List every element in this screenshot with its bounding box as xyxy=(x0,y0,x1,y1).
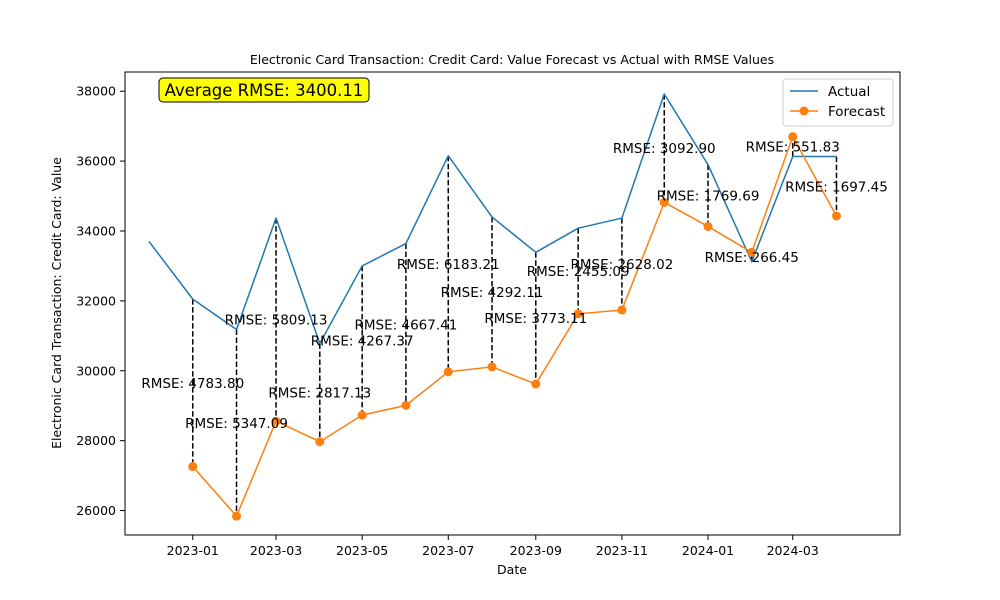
rmse-label-2: RMSE: 5347.09 xyxy=(185,416,288,432)
legend-forecast-marker xyxy=(799,106,809,116)
forecast-point-9 xyxy=(531,379,541,389)
plot-frame xyxy=(124,71,901,536)
forecast-point-2 xyxy=(232,511,242,521)
legend-actual-label: Actual xyxy=(828,84,870,100)
rmse-label-7: RMSE: 6183.21 xyxy=(397,257,500,273)
rmse-label-14: RMSE: 266.45 xyxy=(705,250,799,266)
forecast-point-10 xyxy=(573,309,583,319)
y-axis-label: Electronic Card Transaction: Credit Card… xyxy=(49,157,64,449)
forecast-point-5 xyxy=(357,410,367,420)
y-tick-label-6: 36000 xyxy=(76,154,116,169)
forecast-point-13 xyxy=(703,221,713,231)
rmse-label-4: RMSE: 2817.13 xyxy=(268,386,371,402)
y-tick-label-3: 30000 xyxy=(76,363,116,378)
legend-forecast-label: Forecast xyxy=(828,104,885,120)
rmse-label-6: RMSE: 4667.41 xyxy=(355,317,458,333)
rmse-label-5: RMSE: 4267.37 xyxy=(311,334,414,350)
rmse-label-3: RMSE: 5809.13 xyxy=(225,313,328,329)
y-tick-label-4: 32000 xyxy=(76,293,116,308)
rmse-label-12: RMSE: 3092.90 xyxy=(613,141,716,157)
y-tick-label-5: 34000 xyxy=(76,223,116,238)
forecast-point-6 xyxy=(401,400,411,410)
x-tick-label-1: 2023-01 xyxy=(167,543,219,558)
x-axis: 2023-01 2023-03 2023-05 2023-07 2023-09 2023-… xyxy=(167,535,819,558)
forecast-point-4 xyxy=(315,437,325,447)
x-axis-label: Date xyxy=(497,562,527,577)
forecast-point-16 xyxy=(831,211,841,221)
rmse-label-10: RMSE: 2455.09 xyxy=(527,264,630,280)
series-line-actual xyxy=(148,93,837,345)
forecast-point-12 xyxy=(659,197,669,207)
x-tick-label-7: 2024-01 xyxy=(682,543,734,558)
y-tick-label-7: 38000 xyxy=(76,84,116,99)
series-line-forecast xyxy=(192,135,838,517)
y-tick-label-2: 28000 xyxy=(76,433,116,448)
forecast-point-3 xyxy=(271,416,281,426)
x-tick-label-3: 2023-05 xyxy=(336,543,388,558)
x-tick-label-6: 2023-11 xyxy=(596,543,648,558)
x-tick-label-4: 2023-07 xyxy=(422,543,474,558)
rmse-label-11: RMSE: 2628.02 xyxy=(571,257,674,273)
rmse-label-1: RMSE: 4783.80 xyxy=(141,376,244,392)
rmse-label-9: RMSE: 3773.11 xyxy=(484,311,587,327)
chart-title: Electronic Card Transaction: Credit Card… xyxy=(250,52,774,67)
forecast-point-15 xyxy=(788,132,798,142)
rmse-label-13: RMSE: 1769.69 xyxy=(657,189,760,205)
x-tick-label-8: 2024-03 xyxy=(767,543,819,558)
forecast-point-11 xyxy=(617,305,627,315)
forecast-point-8 xyxy=(487,362,497,372)
x-tick-label-2: 2023-03 xyxy=(250,543,302,558)
average-rmse-text: Average RMSE: 3400.11 xyxy=(165,81,364,100)
forecast-point-7 xyxy=(443,367,453,377)
y-tick-label-1: 26000 xyxy=(76,503,116,518)
forecast-point-14 xyxy=(747,247,757,257)
rmse-label-8: RMSE: 4292.11 xyxy=(441,285,544,301)
average-rmse-box: Average RMSE: 3400.11 xyxy=(158,77,370,103)
y-axis: 26000 28000 30000 32000 34000 36000 38000 xyxy=(76,84,125,518)
legend: Actual Forecast xyxy=(782,78,894,127)
x-tick-label-5: 2023-09 xyxy=(510,543,562,558)
rmse-label-15: RMSE: 551.83 xyxy=(746,140,840,156)
plot-area: RMSE: 4783.80 RMSE: 5347.09 RMSE: 5809.13 R… xyxy=(141,93,888,521)
forecast-point-1 xyxy=(188,462,198,472)
rmse-label-16: RMSE: 1697.45 xyxy=(785,179,888,195)
